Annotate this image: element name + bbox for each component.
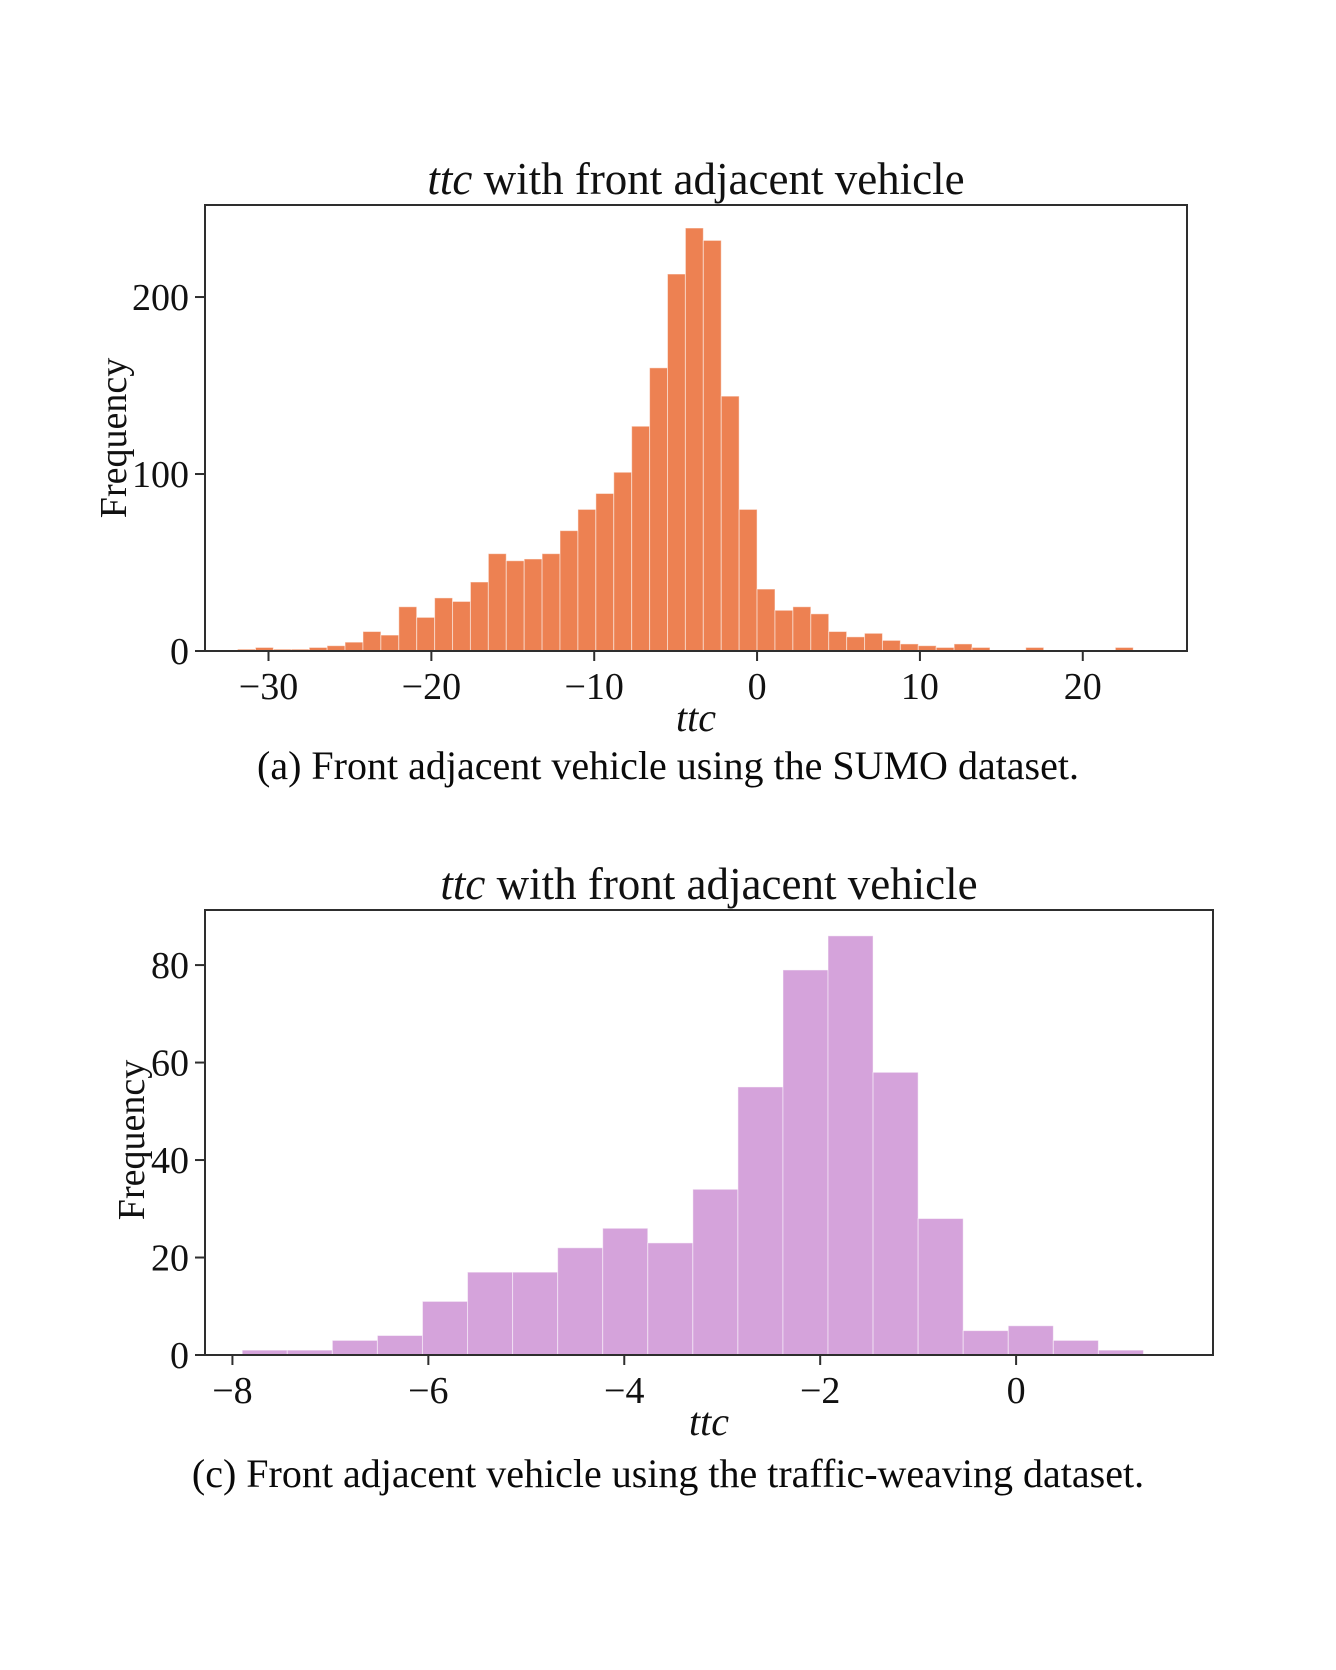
x-tick-label: −8 (212, 1370, 252, 1412)
histogram-bar (434, 597, 454, 652)
histogram-bar (1007, 1325, 1054, 1356)
y-tick-label: 40 (151, 1140, 189, 1182)
histogram-bar (702, 239, 722, 652)
histogram-bar (421, 1300, 469, 1356)
histogram-bar (577, 508, 597, 652)
x-tick-label: 0 (1007, 1370, 1026, 1412)
y-tick-label: 60 (151, 1043, 189, 1085)
fig-c-ylabel: Frequency (111, 1059, 153, 1221)
fig-a-caption: (a) Front adjacent vehicle using the SUM… (257, 743, 1079, 788)
x-tick-label: −4 (604, 1370, 644, 1412)
histogram-bar (827, 935, 874, 1356)
histogram-bar (416, 616, 436, 652)
histogram-bar (469, 581, 489, 652)
histogram-bar (647, 1242, 694, 1356)
histogram-bar (467, 1271, 514, 1356)
histogram-bar (881, 639, 901, 652)
histogram-bar (331, 1339, 378, 1356)
histogram-bar (737, 1086, 784, 1356)
histogram-bar (756, 588, 776, 652)
histogram-bar (541, 553, 561, 652)
fig-a-xlabel: ttc (676, 695, 716, 740)
x-tick-label: −20 (402, 666, 461, 708)
y-tick-label: 200 (132, 277, 189, 319)
histogram-bar (631, 425, 651, 652)
histogram-bar (505, 560, 525, 652)
fig-a-plot-frame (204, 204, 1188, 652)
histogram-bar (487, 553, 507, 652)
fig-c-plot-frame (204, 909, 1214, 1356)
y-tick-label: 100 (132, 454, 189, 496)
histogram-bar (376, 1335, 423, 1356)
histogram-bar (774, 609, 794, 652)
histogram-bar (846, 636, 866, 652)
histogram-bar (452, 600, 471, 652)
histogram-bar (738, 508, 758, 652)
fig-c-xlabel: ttc (689, 1399, 729, 1444)
fig-c-title-italic: ttc (440, 859, 486, 909)
histogram-bar (380, 634, 400, 652)
fig-a-title: ttc with front adjacent vehicle (205, 153, 1187, 205)
histogram-bar (602, 1227, 649, 1356)
histogram-bar (667, 273, 686, 652)
histogram-bar (953, 643, 973, 652)
histogram-bar (649, 367, 669, 652)
histogram-bar (782, 969, 829, 1356)
histogram-bar (398, 606, 418, 652)
histogram-bar (684, 227, 704, 652)
histogram-bar (1052, 1339, 1099, 1356)
histogram-bar (595, 492, 615, 652)
x-tick-label: 0 (748, 666, 767, 708)
x-tick-label: −30 (239, 666, 298, 708)
histogram-bar (810, 613, 830, 652)
x-tick-label: −10 (564, 666, 623, 708)
fig-a-title-italic: ttc (427, 154, 473, 204)
histogram-bar (559, 530, 579, 652)
x-tick-label: −6 (408, 1370, 448, 1412)
histogram-bar (557, 1247, 604, 1356)
x-tick-label: 20 (1064, 666, 1102, 708)
fig-a-title-rest: with front adjacent vehicle (472, 154, 965, 204)
histogram-bar (828, 631, 848, 652)
y-tick-label: 0 (170, 1335, 189, 1377)
y-tick-label: 20 (151, 1238, 189, 1280)
fig-c-title-rest: with front adjacent vehicle (485, 859, 978, 909)
histogram-bar (692, 1188, 739, 1356)
histogram-bar (864, 632, 883, 652)
x-tick-label: 10 (901, 666, 939, 708)
x-tick-label: −2 (800, 1370, 840, 1412)
y-tick-label: 80 (151, 945, 189, 987)
fig-c-title: ttc with front adjacent vehicle (205, 858, 1213, 910)
y-tick-label: 0 (170, 631, 189, 673)
fig-a-ylabel: Frequency (93, 357, 135, 519)
histogram-bar (720, 395, 740, 652)
histogram-bar (613, 471, 633, 652)
histogram-bar (344, 641, 364, 652)
histogram-bar (917, 1218, 964, 1356)
histogram-bar (872, 1071, 919, 1356)
histogram-bar (523, 558, 543, 652)
fig-c-caption: (c) Front adjacent vehicle using the tra… (191, 1451, 1145, 1496)
histogram-bar (512, 1271, 559, 1356)
histogram-bar (962, 1330, 1009, 1356)
histogram-bar (792, 606, 812, 652)
histogram-bar (362, 631, 382, 652)
histogram-bar (899, 643, 919, 652)
